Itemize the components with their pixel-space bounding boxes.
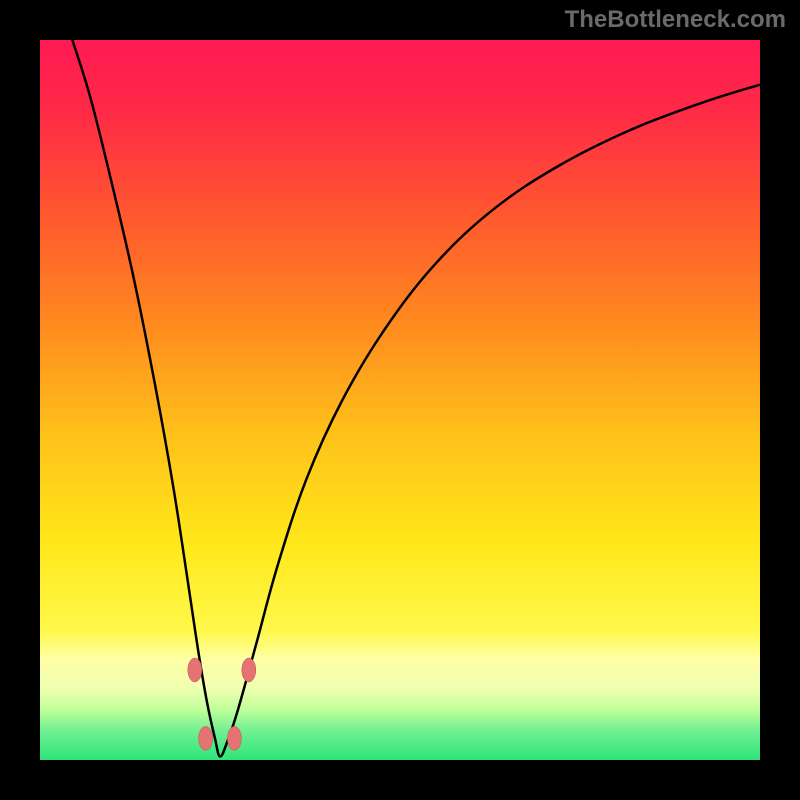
marker-dot	[188, 658, 202, 682]
chart-container: TheBottleneck.com	[0, 0, 800, 800]
gradient-background	[40, 40, 760, 760]
chart-svg	[0, 0, 800, 800]
marker-dot	[199, 726, 213, 750]
marker-dot	[227, 726, 241, 750]
watermark-text: TheBottleneck.com	[565, 6, 786, 34]
marker-dot	[242, 658, 256, 682]
